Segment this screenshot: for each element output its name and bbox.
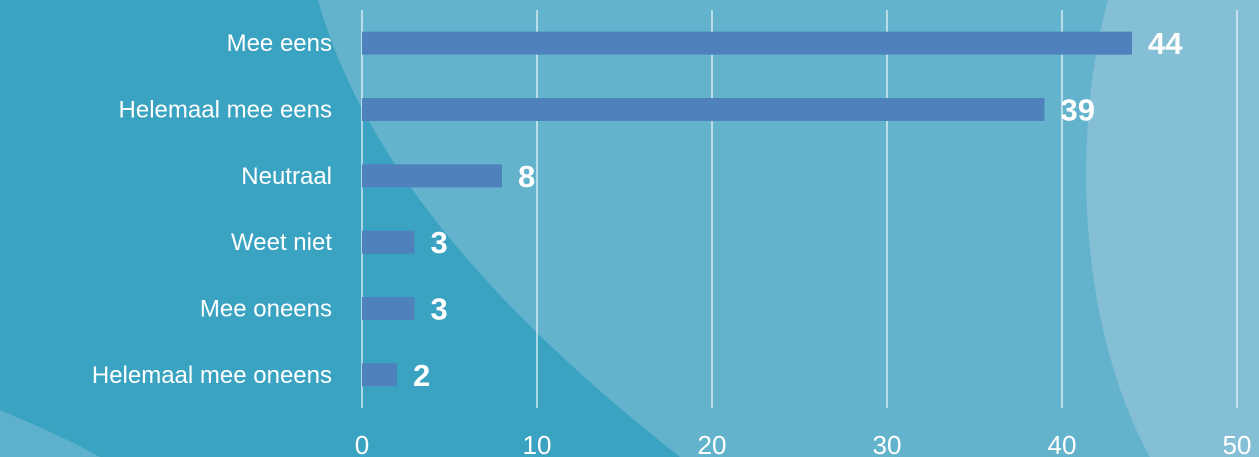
x-tick-label-40: 40 (1048, 430, 1077, 457)
x-axis-tick-labels: 0 10 20 30 40 50 (355, 430, 1252, 457)
gridlines (361, 10, 1238, 408)
background-dark-wave (0, 0, 680, 457)
background-light-wave (1086, 0, 1259, 457)
data-label-helemaal-mee-oneens: 2 (413, 358, 430, 393)
data-label-weet-niet: 3 (431, 225, 448, 260)
bar-mee-eens (362, 31, 1132, 55)
background-corner-wave (0, 410, 100, 457)
x-tick-label-30: 30 (873, 430, 902, 457)
x-tick-label-20: 20 (698, 430, 727, 457)
bar-weet-niet (362, 230, 415, 254)
category-label-mee-eens: Mee eens (227, 30, 332, 57)
bars (362, 31, 1132, 387)
x-tick-label-50: 50 (1223, 430, 1252, 457)
category-label-neutraal: Neutraal (241, 163, 332, 190)
category-label-helemaal-mee-eens: Helemaal mee eens (119, 97, 332, 124)
data-label-mee-oneens: 3 (431, 292, 448, 327)
data-label-mee-eens: 44 (1148, 26, 1183, 61)
data-label-neutraal: 8 (518, 159, 535, 194)
x-tick-label-0: 0 (355, 430, 369, 457)
bar-mee-oneens (362, 297, 415, 320)
x-tick-label-10: 10 (523, 430, 552, 457)
bar-helemaal-mee-oneens (362, 363, 397, 387)
category-label-mee-oneens: Mee oneens (200, 296, 332, 323)
data-label-helemaal-mee-eens: 39 (1061, 93, 1095, 128)
bar-neutraal (362, 164, 502, 188)
category-label-weet-niet: Weet niet (231, 229, 332, 256)
category-labels: Mee eens Helemaal mee eens Neutraal Weet ni… (92, 30, 332, 389)
category-label-helemaal-mee-oneens: Helemaal mee oneens (92, 362, 332, 389)
bar-helemaal-mee-eens (362, 98, 1045, 121)
